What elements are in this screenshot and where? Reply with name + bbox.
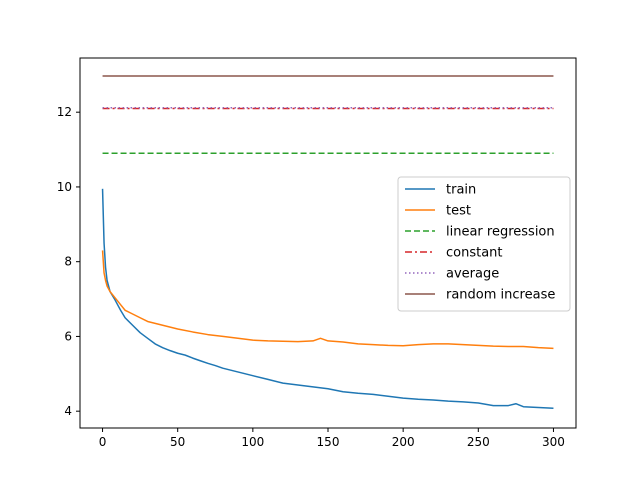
y-tick-label: 8	[64, 255, 72, 269]
legend-label-4: average	[446, 267, 499, 282]
legend-label-5: random increase	[446, 288, 555, 303]
legend-label-0: train	[446, 183, 476, 198]
x-tick-label: 0	[99, 435, 107, 449]
x-tick-label: 300	[542, 435, 565, 449]
y-tick-label: 12	[57, 105, 72, 119]
x-tick-label: 250	[467, 435, 490, 449]
legend-label-3: constant	[446, 246, 503, 261]
legend-label-1: test	[446, 204, 471, 219]
legend-box	[397, 176, 571, 312]
y-axis: 4 6 8 10 12	[57, 105, 80, 418]
x-axis: 0 50 100 150 200 250 300	[99, 428, 565, 449]
x-tick-label: 50	[170, 435, 185, 449]
legend-label-2: linear regression	[446, 225, 555, 240]
x-tick-label: 100	[241, 435, 264, 449]
legend: train test linear regression constant averag…	[397, 176, 571, 312]
series-line-0	[101, 188, 554, 409]
x-tick-label: 150	[317, 435, 340, 449]
series-line-1	[101, 250, 554, 350]
x-tick-label: 200	[392, 435, 415, 449]
series-lines	[101, 75, 554, 409]
y-tick-label: 10	[57, 180, 72, 194]
y-tick-label: 6	[64, 329, 72, 343]
y-tick-label: 4	[64, 404, 72, 418]
